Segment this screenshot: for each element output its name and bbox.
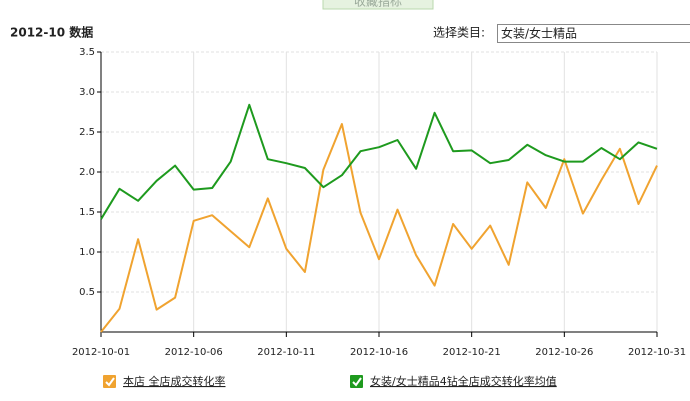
x-tick-label: 2012-10-26 (535, 347, 593, 358)
legend-checkbox[interactable] (103, 375, 116, 388)
series-line (100, 123, 658, 333)
legend-check[interactable] (105, 377, 115, 387)
legend-checkbox[interactable] (350, 375, 363, 388)
legend-label[interactable]: 本店 全店成交转化率 (123, 374, 226, 388)
x-tick-label: 2012-10-11 (257, 347, 315, 358)
x-tick-label: 2012-10-31 (628, 347, 686, 358)
y-tick-label: 2.0 (79, 167, 95, 178)
x-tick-label: 2012-10-21 (443, 347, 501, 358)
x-tick-label: 2012-10-16 (350, 347, 408, 358)
legend-check[interactable] (352, 377, 362, 387)
y-tick-label: 0.5 (79, 287, 95, 298)
selector-label: 选择类目: (433, 26, 485, 40)
y-tick-label: 1.5 (79, 207, 95, 218)
x-tick-label: 2012-10-01 (72, 347, 130, 358)
tab-label[interactable]: 收藏指标 (354, 0, 402, 9)
selector-value[interactable]: 女装/女士精品 (501, 26, 577, 41)
series-line (100, 103, 658, 220)
y-tick-label: 3.0 (79, 87, 95, 98)
x-tick-label: 2012-10-06 (165, 347, 223, 358)
tab[interactable] (322, 0, 434, 10)
selector-box[interactable] (497, 24, 690, 43)
page-title: 2012-10 数据 (10, 25, 93, 40)
legend-label[interactable]: 女装/女士精品4钻全店成交转化率均值 (370, 374, 557, 388)
y-tick-label: 1.0 (79, 247, 95, 258)
y-tick-label: 2.5 (79, 127, 95, 138)
y-tick-label: 3.5 (79, 47, 95, 58)
